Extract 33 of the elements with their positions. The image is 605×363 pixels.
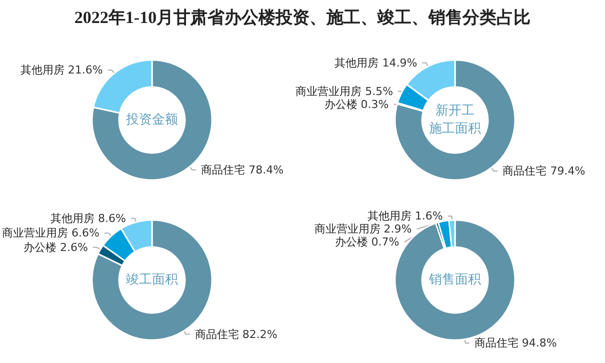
slice-label: 商业营业用房 — [314, 222, 380, 236]
data-label: 1.6% — [414, 210, 443, 223]
data-label: 21.6% — [68, 64, 103, 77]
text: 2022年1-10月甘肃省办公楼投资、施工、竣工、销售分类占比 — [73, 7, 532, 29]
slice-label: 商业营业用房 — [296, 84, 362, 98]
slice-label: 其他用房 — [20, 64, 64, 77]
slice-label: 其他用房 — [334, 56, 379, 70]
data-label: 82.2% — [242, 328, 278, 341]
slice-label: 商业营业用房 — [2, 226, 68, 240]
text: 销售面积 — [428, 272, 481, 288]
slice-label: 其他用房 — [50, 212, 94, 225]
data-label: 94.8% — [522, 336, 557, 350]
data-label: 0.3% — [360, 98, 389, 111]
data-label: 6.6% — [72, 226, 100, 240]
slice-label: 商品住宅 — [474, 336, 518, 350]
slice-label: 商品住宅 — [194, 328, 239, 341]
data-label: 14.9% — [382, 56, 418, 70]
slice-label: 商品住宅 — [201, 163, 246, 176]
slice-label: 商品住宅 — [502, 164, 547, 178]
data-label: 8.6% — [98, 212, 126, 225]
slice-label: 办公楼 — [324, 98, 358, 111]
slice-label: 办公楼 — [23, 240, 56, 254]
slice-label: 办公楼 — [334, 236, 368, 249]
data-label: 5.5% — [365, 84, 394, 98]
data-label: 79.4% — [550, 164, 586, 178]
text: 新开工施工面积 — [429, 104, 481, 136]
data-label: 2.6% — [60, 240, 88, 254]
data-label: 2.9% — [384, 222, 412, 236]
text: 竣工面积 — [126, 272, 178, 288]
data-label: 0.7% — [371, 236, 400, 249]
slice-label: 其他用房 — [367, 210, 412, 223]
text: 投资金额 — [125, 112, 178, 128]
data-label: 78.4% — [248, 163, 284, 176]
